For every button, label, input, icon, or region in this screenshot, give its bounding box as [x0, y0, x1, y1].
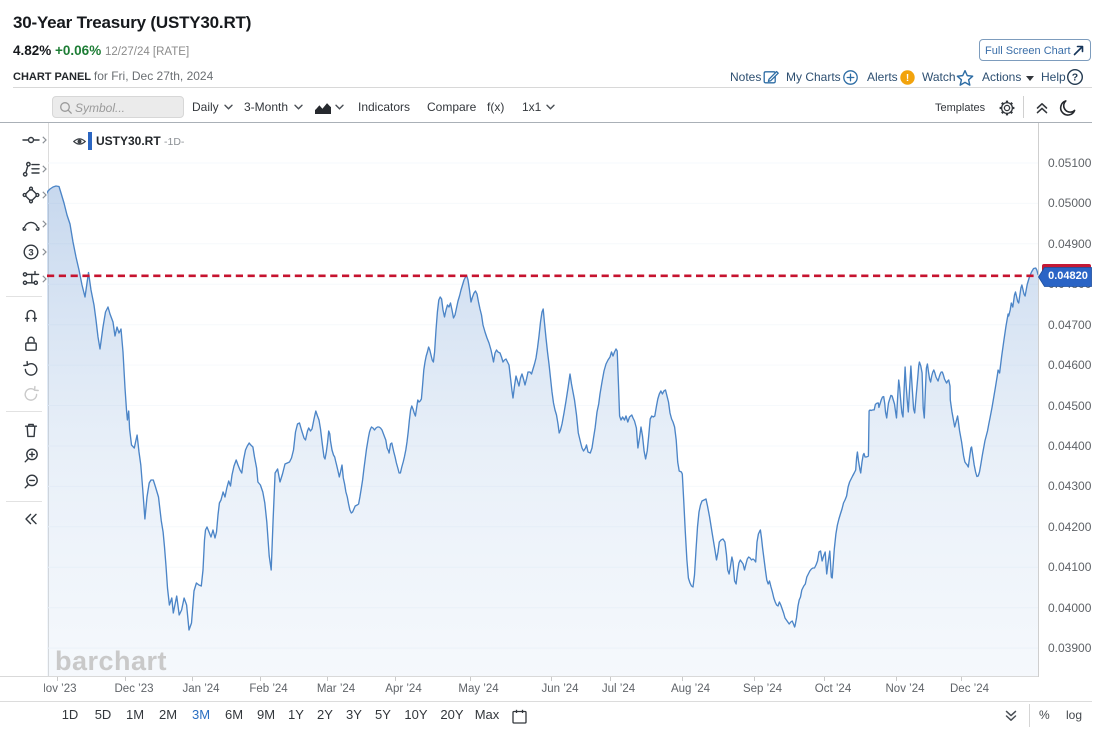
svg-text:!: ! — [906, 73, 909, 84]
svg-text:?: ? — [1072, 72, 1078, 84]
svg-text:3: 3 — [28, 247, 33, 258]
